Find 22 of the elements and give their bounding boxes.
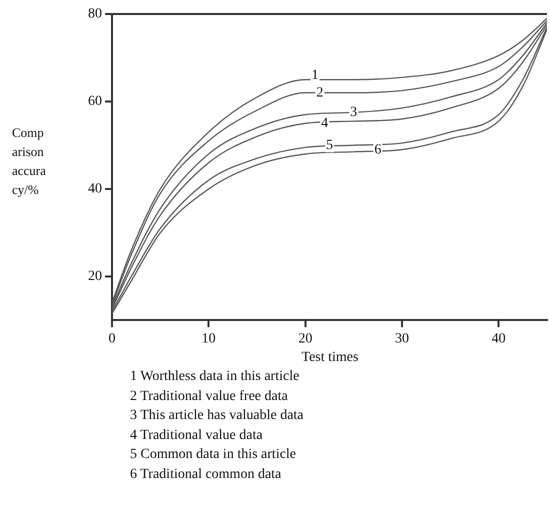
annotation: 1 — [312, 68, 318, 83]
annotation: 2 — [316, 85, 324, 100]
text: 5 Common data in this article — [130, 446, 298, 464]
y-tick-label: 20 — [88, 269, 102, 284]
annotation: 5 — [326, 138, 333, 153]
x-tick-label: 40 — [492, 331, 506, 346]
y-axis-title: Comparison accuracy/% — [12, 124, 47, 199]
y-tick-label: 40 — [88, 182, 102, 197]
y-tick-label: 60 — [88, 94, 102, 110]
x-tick-label: 30 — [395, 331, 409, 346]
annotation: 4 — [321, 116, 328, 132]
text: 2 Traditional value free data — [130, 388, 289, 406]
text: 3 This article has valuable data — [130, 407, 304, 425]
text: 4 Traditional value data — [130, 426, 264, 444]
text: 6 Traditional common data — [130, 466, 282, 484]
x-tick-label: 10 — [202, 331, 216, 346]
y-tick-label: 80 — [88, 6, 102, 22]
x-tick-label: 0 — [108, 331, 116, 346]
x-tick-label: 20 — [298, 331, 312, 346]
x-axis-title: Test times — [300, 350, 360, 366]
text: 1 Worthless data in this article — [130, 368, 300, 386]
annotation: 6 — [374, 142, 382, 158]
